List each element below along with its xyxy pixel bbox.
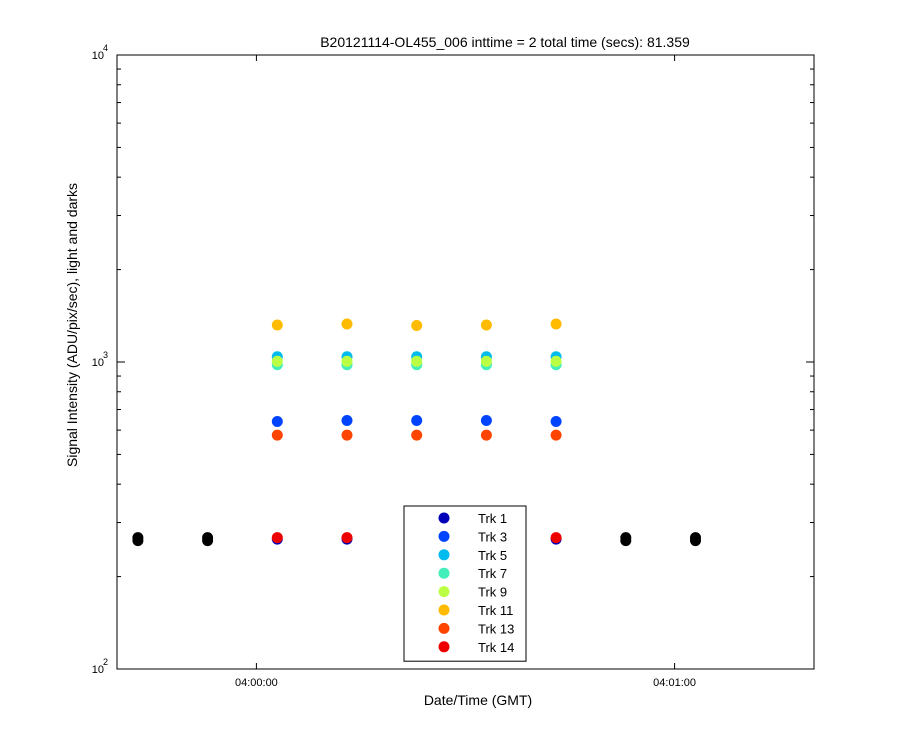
y-tick-label: 10 [92, 50, 104, 62]
x-tick-label: 04:01:00 [653, 677, 696, 689]
legend-marker [438, 549, 450, 561]
legend-marker [438, 512, 450, 524]
data-point-series-6 [480, 429, 492, 441]
legend-label: Trk 13 [478, 621, 514, 636]
legend-marker [438, 622, 450, 634]
y-tick-exponent: 4 [103, 43, 108, 53]
data-point-series-4 [480, 355, 492, 367]
data-point-series-5 [411, 320, 423, 331]
x-tick-label: 04:00:00 [235, 677, 278, 689]
data-point-series-5 [341, 318, 353, 330]
data-point-series-4 [550, 355, 562, 367]
data-point-series-7 [341, 532, 353, 544]
data-point-series-4 [271, 355, 283, 367]
y-axis-label: Signal Intensity (ADU/pix/sec), light an… [64, 183, 80, 467]
data-point-series-6 [341, 429, 353, 441]
data-point-series-8 [690, 532, 701, 544]
data-point-series-8 [202, 532, 214, 544]
legend-label: Trk 14 [478, 640, 514, 655]
y-tick-label: 10 [92, 357, 104, 369]
legend: Trk 1 Trk 3 Trk 5 Trk 7 Trk 9 Trk 11 Trk 13 Trk… [403, 505, 527, 662]
y-tick-base: 10 [92, 50, 104, 62]
legend-label: Trk 11 [478, 603, 513, 618]
data-point-series-1 [480, 415, 492, 426]
data-point-series-5 [271, 319, 283, 331]
data-point-series-1 [550, 416, 562, 427]
data-point-series-1 [411, 415, 423, 426]
data-point-series-5 [550, 318, 562, 330]
legend-box [403, 505, 527, 662]
legend-marker [438, 604, 450, 616]
legend-label: Trk 3 [478, 529, 507, 544]
legend-marker [438, 641, 450, 653]
data-point-series-4 [341, 355, 353, 367]
legend-marker [438, 530, 450, 542]
data-point-series-4 [411, 355, 423, 367]
legend-label: Trk 9 [478, 585, 507, 600]
y-tick-exponent: 3 [103, 350, 108, 360]
y-tick-base: 10 [92, 357, 104, 369]
legend-label: Trk 5 [478, 548, 507, 563]
data-point-series-6 [271, 429, 283, 441]
data-point-series-7 [550, 532, 562, 544]
data-point-series-6 [411, 429, 423, 441]
x-axis: 04:00:00 04:01:00 [235, 55, 696, 689]
x-axis-label: Date/Time (GMT) [424, 692, 532, 708]
y-tick-exponent: 2 [103, 657, 108, 667]
data-point-series-6 [550, 429, 562, 441]
data-point-series-8 [132, 532, 144, 544]
legend-marker [438, 586, 450, 598]
legend-label: Trk 1 [478, 511, 507, 526]
data-point-series-1 [341, 415, 353, 426]
data-point-series-5 [480, 319, 492, 331]
y-tick-label: 10 [92, 664, 104, 676]
legend-label: Trk 7 [478, 566, 507, 581]
data-point-series-1 [271, 416, 283, 427]
data-point-series-7 [271, 532, 283, 544]
legend-marker [438, 567, 450, 579]
y-tick-base: 10 [92, 664, 104, 676]
data-point-series-8 [620, 532, 632, 544]
chart-title: B20121114-OL455_006 inttime = 2 total ti… [320, 34, 690, 50]
